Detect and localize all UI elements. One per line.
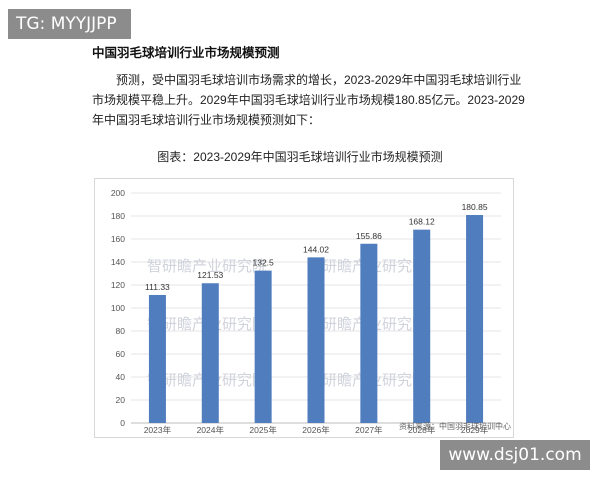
data-label: 132.5 (253, 258, 275, 268)
data-label: 168.12 (409, 217, 435, 227)
bar (413, 229, 431, 423)
data-label: 180.85 (462, 202, 488, 212)
x-tick-label: 2023年 (144, 425, 172, 435)
y-tick-label: 200 (111, 188, 125, 198)
watermark-text: 智研瞻产业研究院 (147, 257, 267, 275)
figure-caption: 图表：2023-2029年中国羽毛球培训行业市场规模预测 (157, 150, 443, 164)
watermark-tag-top-left: TG: MYYJJPP (8, 9, 131, 39)
bar (254, 270, 272, 423)
bar-chart: 020406080100120140160180200智研瞻产业研究院智研瞻产业… (111, 188, 511, 435)
data-label: 144.02 (303, 244, 329, 254)
y-tick-label: 80 (116, 326, 126, 336)
y-tick-label: 0 (120, 418, 125, 428)
y-tick-label: 120 (111, 280, 125, 290)
document-paragraph: 预测，受中国羽毛球培训市场需求的增长，2023-2029年中国羽毛球培训行业 市… (92, 70, 528, 130)
y-tick-label: 180 (111, 211, 125, 221)
x-tick-label: 2027年 (355, 425, 383, 435)
data-label: 121.53 (197, 270, 223, 280)
y-tick-label: 160 (111, 234, 125, 244)
watermark-tag-bottom-right: www.dsj01.com (440, 440, 590, 470)
y-tick-label: 60 (116, 349, 126, 359)
paragraph-line-1: 预测，受中国羽毛球培训市场需求的增长，2023-2029年中国羽毛球培训行业 (116, 73, 522, 87)
y-tick-label: 100 (111, 303, 125, 313)
y-tick-label: 40 (116, 372, 126, 382)
paragraph-line-3: 年中国羽毛球培训行业市场规模预测如下： (92, 113, 321, 127)
chart-frame: 020406080100120140160180200智研瞻产业研究院智研瞻产业… (94, 178, 514, 438)
source-note: 资料来源：中国羽毛球培训中心 (399, 421, 511, 431)
bar (466, 215, 484, 423)
bar (360, 243, 378, 423)
paragraph-line-2: 市场规模平稳上升。2029年中国羽毛球培训行业市场规模180.85亿元。2023… (92, 93, 525, 107)
x-tick-label: 2029年 (461, 425, 489, 435)
y-tick-label: 20 (116, 395, 126, 405)
x-tick-label: 2028年 (408, 425, 436, 435)
x-tick-label: 2024年 (197, 425, 225, 435)
data-label: 111.33 (145, 282, 170, 292)
y-tick-label: 140 (111, 257, 125, 267)
x-tick-label: 2025年 (249, 425, 277, 435)
document-title: 中国羽毛球培训行业市场规模预测 (92, 46, 280, 60)
bar (201, 283, 219, 423)
x-tick-label: 2026年 (302, 425, 330, 435)
bar (148, 294, 166, 423)
bar (307, 257, 325, 423)
data-label: 155.86 (356, 231, 382, 241)
